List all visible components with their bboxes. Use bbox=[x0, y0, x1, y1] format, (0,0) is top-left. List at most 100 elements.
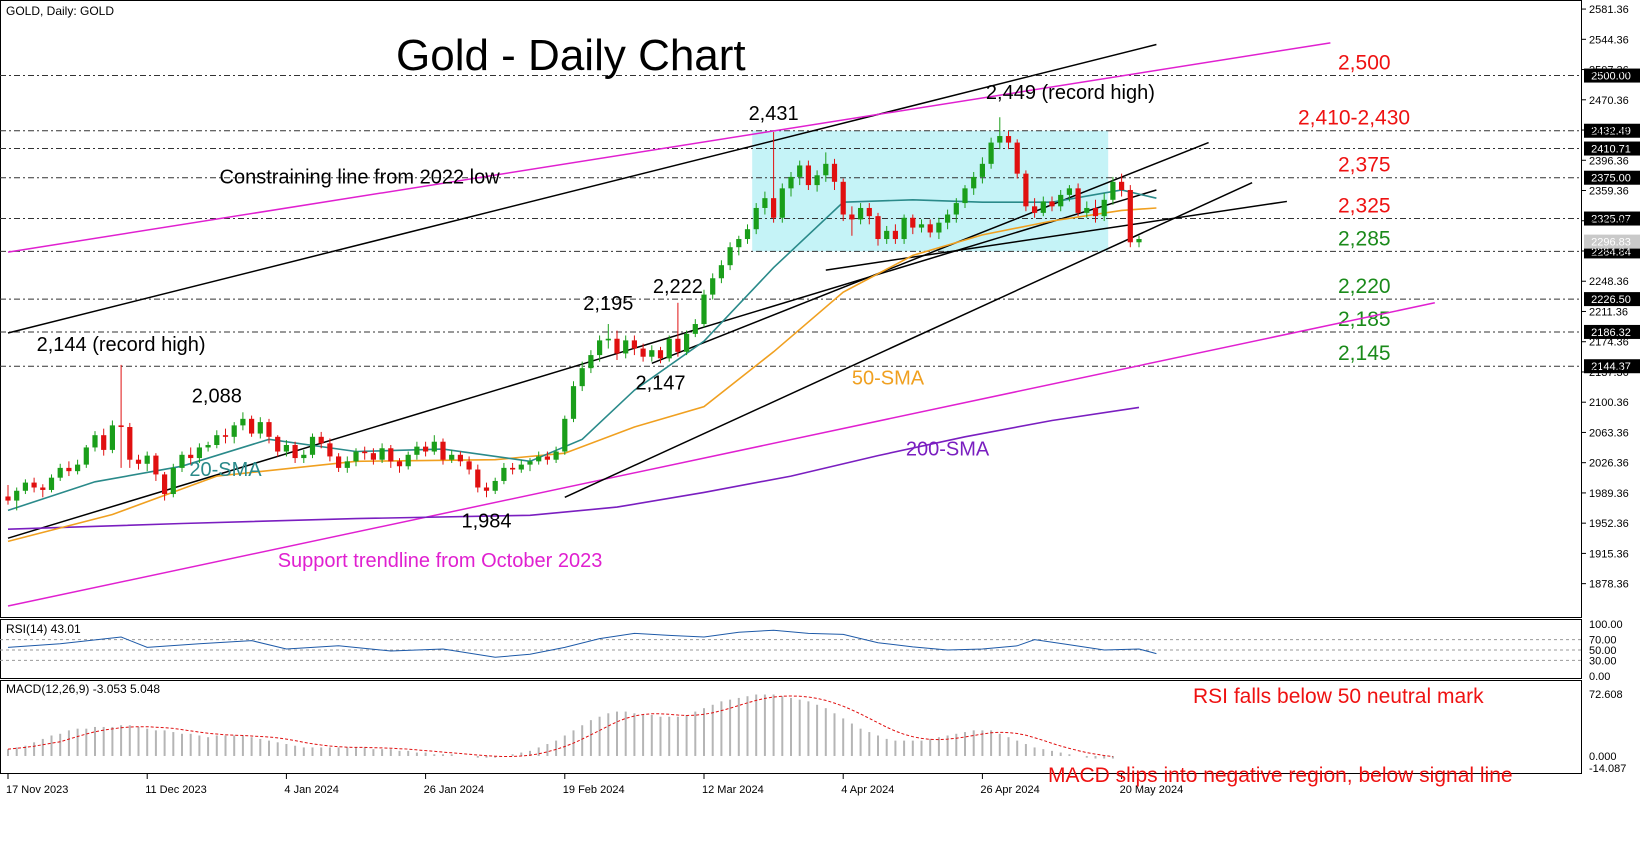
candle-bear bbox=[127, 427, 133, 460]
candle-bull bbox=[231, 425, 237, 437]
candle-bull bbox=[57, 467, 63, 478]
sma200-line bbox=[7, 406, 1140, 530]
level-tag-box bbox=[1584, 359, 1640, 374]
candle-bull bbox=[22, 482, 28, 491]
candle-bear bbox=[1075, 188, 1081, 213]
candle-bear bbox=[771, 198, 777, 218]
candle-bull bbox=[553, 451, 559, 460]
level-tag-box bbox=[1584, 292, 1640, 307]
candle-bull bbox=[710, 278, 716, 295]
candle-bull bbox=[971, 176, 977, 189]
candle-bull bbox=[1084, 207, 1090, 213]
rising-line-2147 bbox=[651, 141, 1209, 364]
candle-bear bbox=[831, 163, 838, 182]
rsi-panel-frame bbox=[0, 619, 1582, 679]
level-label: 2,220 bbox=[1338, 275, 1391, 298]
candle-bull bbox=[257, 422, 263, 434]
candle-bull bbox=[449, 454, 455, 460]
candle-bull bbox=[83, 447, 89, 465]
candle-bull bbox=[501, 467, 507, 481]
candle-bear bbox=[266, 422, 272, 437]
candle-bull bbox=[240, 418, 246, 426]
chart-annotation: 2,144 (record high) bbox=[37, 334, 206, 356]
candle-bear bbox=[118, 425, 124, 428]
sma20-line bbox=[7, 189, 1157, 512]
sma50-line bbox=[7, 207, 1157, 543]
chart-annotation: 2,449 (record high) bbox=[986, 82, 1155, 104]
candle-bull bbox=[649, 350, 655, 357]
candle-bear bbox=[222, 435, 229, 437]
macd-label: MACD(12,26,9) -3.053 5.048 bbox=[6, 682, 160, 696]
candle-bull bbox=[14, 490, 20, 501]
support-trendline bbox=[7, 302, 1435, 607]
level-label: 2,145 bbox=[1338, 342, 1391, 365]
price-tick-label: 2063.36 bbox=[1589, 427, 1629, 439]
candle-bear bbox=[336, 456, 342, 468]
symbol-header: GOLD, Daily: GOLD bbox=[6, 4, 114, 18]
date-label: 20 May 2024 bbox=[1120, 784, 1184, 796]
candle-bear bbox=[66, 467, 72, 472]
candle-bear bbox=[927, 224, 933, 233]
candle-bull bbox=[953, 203, 959, 215]
date-label: 11 Dec 2023 bbox=[145, 784, 207, 796]
candle-bear bbox=[318, 436, 324, 444]
level-label: 2,410-2,430 bbox=[1298, 107, 1410, 130]
candle-bear bbox=[423, 446, 429, 452]
candle-bull bbox=[92, 435, 98, 448]
chart-annotation: 1,984 bbox=[461, 510, 511, 532]
candle-bull bbox=[814, 175, 820, 186]
candle-bear bbox=[510, 467, 516, 470]
price-tick-label: 2544.36 bbox=[1589, 34, 1629, 46]
chart-annotation: 2,431 bbox=[749, 103, 799, 125]
candle-bear bbox=[475, 469, 481, 488]
chart-title: Gold - Daily Chart bbox=[396, 31, 746, 80]
candle-bull bbox=[692, 324, 698, 334]
candle-bull bbox=[518, 464, 524, 470]
level-tag-box bbox=[1584, 141, 1640, 156]
candle-bull bbox=[684, 333, 690, 352]
price-tick-label: 2137.36 bbox=[1589, 367, 1629, 379]
candle-bull bbox=[858, 207, 864, 220]
candle-bear bbox=[292, 444, 298, 459]
price-tick-label: 2507.36 bbox=[1589, 65, 1629, 77]
candle-bear bbox=[849, 214, 855, 220]
candle-bear bbox=[910, 217, 916, 228]
candle-bull bbox=[736, 239, 742, 248]
level-tag: 2432.49 bbox=[1591, 126, 1631, 138]
candle-bear bbox=[457, 454, 463, 462]
candle-bull bbox=[214, 435, 220, 445]
candle-bull bbox=[623, 340, 629, 354]
rsi-tick-label: 100.00 bbox=[1589, 619, 1623, 631]
level-tag: 2226.50 bbox=[1591, 294, 1631, 306]
price-tick-label: 2174.36 bbox=[1589, 337, 1629, 349]
chart-annotation: 2,195 bbox=[583, 293, 633, 315]
candle-bear bbox=[1119, 181, 1125, 190]
candle-bear bbox=[1092, 207, 1099, 217]
candle-bear bbox=[1005, 136, 1012, 143]
candle-bull bbox=[405, 454, 411, 467]
candle-bull bbox=[414, 446, 420, 455]
candle-bear bbox=[153, 455, 159, 475]
candle-bull bbox=[962, 188, 968, 204]
price-tick-label: 2026.36 bbox=[1589, 458, 1629, 470]
macd-tick-label: -14.087 bbox=[1589, 763, 1626, 775]
candle-bear bbox=[675, 338, 681, 352]
candle-bear bbox=[805, 165, 811, 186]
chart-annotation: Constraining line from 2022 low bbox=[220, 166, 501, 188]
candle-bear bbox=[275, 436, 281, 452]
price-tick-label: 1878.36 bbox=[1589, 579, 1629, 591]
price-tick-label: 2396.36 bbox=[1589, 155, 1629, 167]
candle-bear bbox=[1032, 206, 1038, 213]
level-tag: 2325.07 bbox=[1591, 214, 1631, 226]
macd-panel-frame bbox=[0, 680, 1582, 774]
macd-tick-label: 0.000 bbox=[1589, 751, 1617, 763]
candle-bear bbox=[657, 350, 664, 359]
candle-bull bbox=[1066, 188, 1072, 195]
chart-annotation: 50-SMA bbox=[852, 368, 925, 390]
candle-bear bbox=[866, 207, 872, 217]
candle-bull bbox=[579, 368, 585, 387]
candle-bull bbox=[536, 456, 542, 462]
steep-support-line bbox=[564, 181, 1253, 498]
candle-bear bbox=[875, 216, 881, 240]
